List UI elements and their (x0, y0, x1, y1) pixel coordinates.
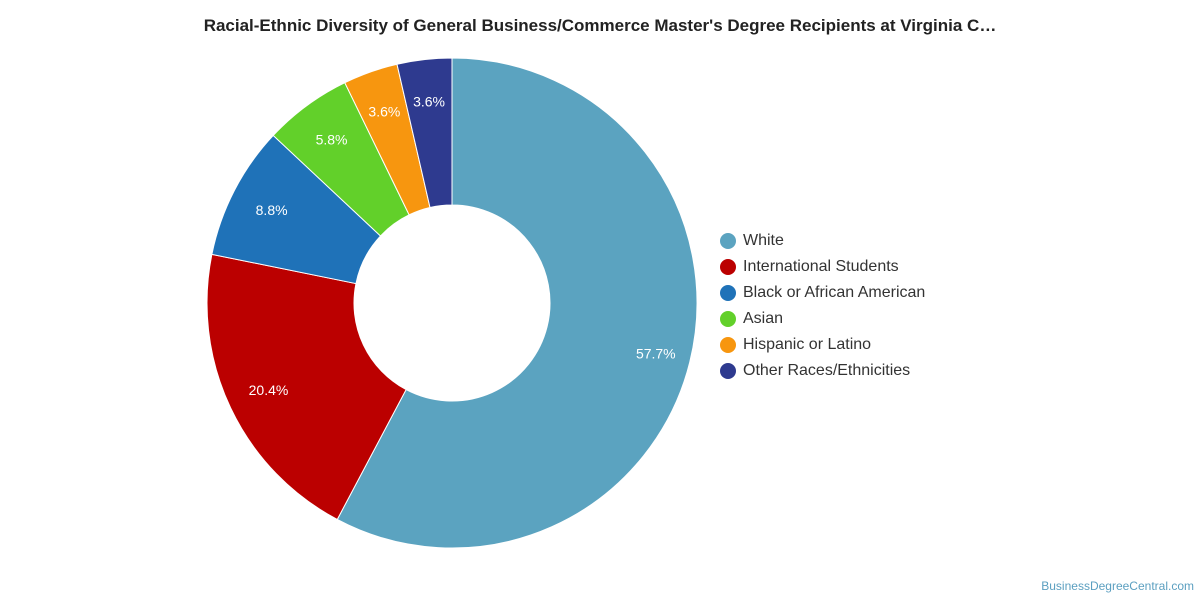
legend-item-asian[interactable]: Asian (720, 306, 925, 332)
legend-label: Hispanic or Latino (743, 336, 872, 353)
slice-value-label: 5.8% (316, 132, 348, 148)
legend-item-other-races-ethnicities[interactable]: Other Races/Ethnicities (720, 358, 925, 384)
legend-swatch (720, 363, 736, 379)
legend-label: International Students (743, 258, 899, 275)
slice-international-students[interactable] (206, 253, 407, 521)
legend-swatch (720, 311, 736, 327)
source-credit: BusinessDegreeCentral.com (1041, 579, 1194, 593)
legend-label: Asian (743, 310, 784, 327)
chart-legend: White International Students Black or Afri… (720, 228, 925, 384)
slice-value-label: 57.7% (636, 346, 676, 362)
legend-label: Other Races/Ethnicities (743, 362, 911, 379)
slice-value-label: 3.6% (413, 93, 445, 109)
legend-label: Black or African American (743, 284, 926, 301)
slice-value-label: 8.8% (256, 202, 288, 218)
slice-white[interactable] (336, 57, 698, 549)
legend-swatch (720, 285, 736, 301)
slice-value-label: 20.4% (249, 382, 289, 398)
chart-title: Racial-Ethnic Diversity of General Busin… (203, 16, 997, 35)
legend-item-hispanic-or-latino[interactable]: Hispanic or Latino (720, 332, 925, 358)
legend-label: White (743, 232, 784, 249)
legend-item-black-or-african-american[interactable]: Black or African American (720, 280, 925, 306)
legend-swatch (720, 233, 736, 249)
legend-item-international-students[interactable]: International Students (720, 254, 925, 280)
legend-swatch (720, 259, 736, 275)
legend-swatch (720, 337, 736, 353)
slice-value-label: 3.6% (368, 104, 400, 120)
slice-other-races-ethnicities[interactable] (396, 57, 453, 209)
legend-item-white[interactable]: White (720, 228, 925, 254)
